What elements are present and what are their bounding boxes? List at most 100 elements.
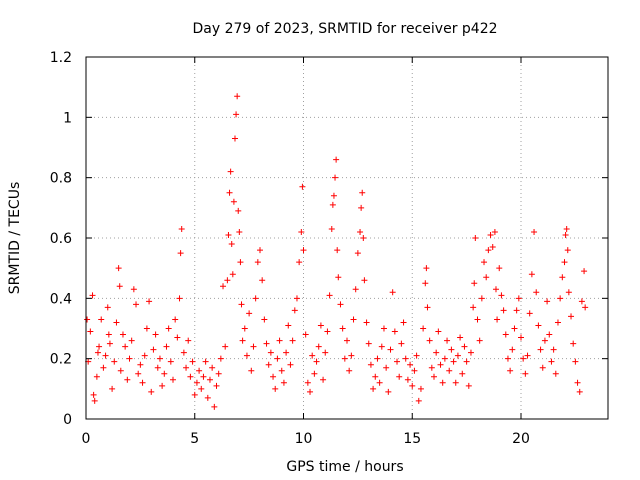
y-tick-label: 0	[63, 412, 72, 428]
data-point	[450, 358, 457, 365]
data-point	[550, 346, 557, 353]
data-point	[413, 352, 420, 359]
data-point	[143, 325, 150, 332]
data-point	[238, 301, 245, 308]
data-point	[177, 250, 184, 257]
data-point	[209, 364, 216, 371]
data-point	[572, 358, 579, 365]
data-point	[370, 385, 377, 392]
data-point	[448, 346, 455, 353]
chart-title: Day 279 of 2023, SRMTID for receiver p42…	[192, 21, 497, 37]
data-point	[280, 379, 287, 386]
grid-lines	[86, 57, 608, 419]
data-point	[380, 325, 387, 332]
data-point	[383, 364, 390, 371]
data-point	[361, 277, 368, 284]
data-point	[489, 244, 496, 251]
data-point	[115, 265, 122, 272]
data-point	[276, 337, 283, 344]
x-tick-label: 5	[190, 431, 199, 447]
data-point	[354, 250, 361, 257]
x-tick-label: 0	[82, 431, 91, 447]
data-point	[494, 316, 501, 323]
data-point	[435, 328, 442, 335]
data-point	[98, 316, 105, 323]
data-point	[374, 355, 381, 362]
data-point	[94, 349, 101, 356]
data-point	[84, 316, 91, 323]
data-point	[372, 373, 379, 380]
data-point	[360, 235, 367, 241]
data-point	[104, 304, 111, 311]
data-point	[226, 189, 233, 196]
data-point	[274, 355, 281, 362]
data-point	[307, 388, 314, 395]
x-tick-label: 15	[403, 431, 421, 447]
data-point	[152, 331, 159, 338]
data-point	[491, 228, 498, 235]
data-point	[367, 361, 374, 368]
data-point	[378, 343, 385, 350]
data-point	[133, 301, 140, 308]
data-point	[285, 322, 292, 329]
data-point	[496, 265, 503, 272]
data-point	[217, 355, 224, 362]
data-point	[452, 379, 459, 386]
data-point	[415, 397, 422, 404]
axis-ticks: 0 5 10 15 20 0 0.2 0.4 0.6 0.8 1 1.2	[50, 50, 608, 447]
data-point	[513, 307, 520, 314]
data-point	[344, 337, 350, 344]
y-tick-label: 1.2	[50, 50, 72, 66]
y-axis-label: SRMTID / TECUs	[7, 182, 23, 295]
data-point	[257, 247, 263, 254]
data-point	[492, 286, 499, 293]
data-point	[313, 358, 320, 365]
data-point	[116, 283, 123, 290]
y-tick-label: 0.6	[50, 231, 72, 247]
data-point	[541, 337, 548, 344]
data-point	[565, 289, 572, 296]
data-point	[337, 301, 344, 308]
data-point	[300, 247, 307, 254]
data-point	[315, 343, 322, 350]
data-point	[470, 304, 477, 311]
data-point	[426, 337, 433, 344]
data-point	[135, 370, 142, 377]
data-point	[289, 337, 296, 344]
data-point	[222, 343, 229, 350]
data-point	[533, 289, 540, 296]
data-point	[167, 358, 174, 365]
data-point	[293, 295, 300, 302]
data-point	[176, 295, 183, 302]
data-point	[119, 331, 126, 338]
data-point	[431, 373, 437, 380]
data-point	[457, 334, 464, 341]
data-point	[283, 349, 290, 356]
data-point	[185, 337, 192, 344]
data-point	[407, 361, 414, 368]
data-point	[578, 298, 585, 305]
data-point	[106, 340, 113, 347]
x-axis-label: GPS time / hours	[286, 459, 403, 475]
data-point	[178, 225, 185, 232]
data-point	[576, 388, 583, 395]
data-point	[387, 346, 394, 353]
data-point	[91, 397, 98, 404]
data-point	[352, 286, 359, 293]
data-point	[272, 385, 279, 392]
data-point	[111, 358, 118, 365]
data-point	[170, 376, 176, 383]
data-point	[105, 331, 112, 338]
data-point	[465, 382, 472, 389]
data-point	[332, 174, 339, 181]
data-point	[270, 373, 277, 380]
data-point	[298, 228, 305, 235]
data-point	[420, 325, 427, 332]
data-point	[215, 370, 222, 377]
data-point	[562, 231, 569, 238]
data-point	[515, 295, 522, 302]
data-point	[148, 388, 155, 395]
data-point	[463, 358, 470, 365]
data-point	[220, 283, 227, 290]
data-point	[174, 334, 181, 341]
